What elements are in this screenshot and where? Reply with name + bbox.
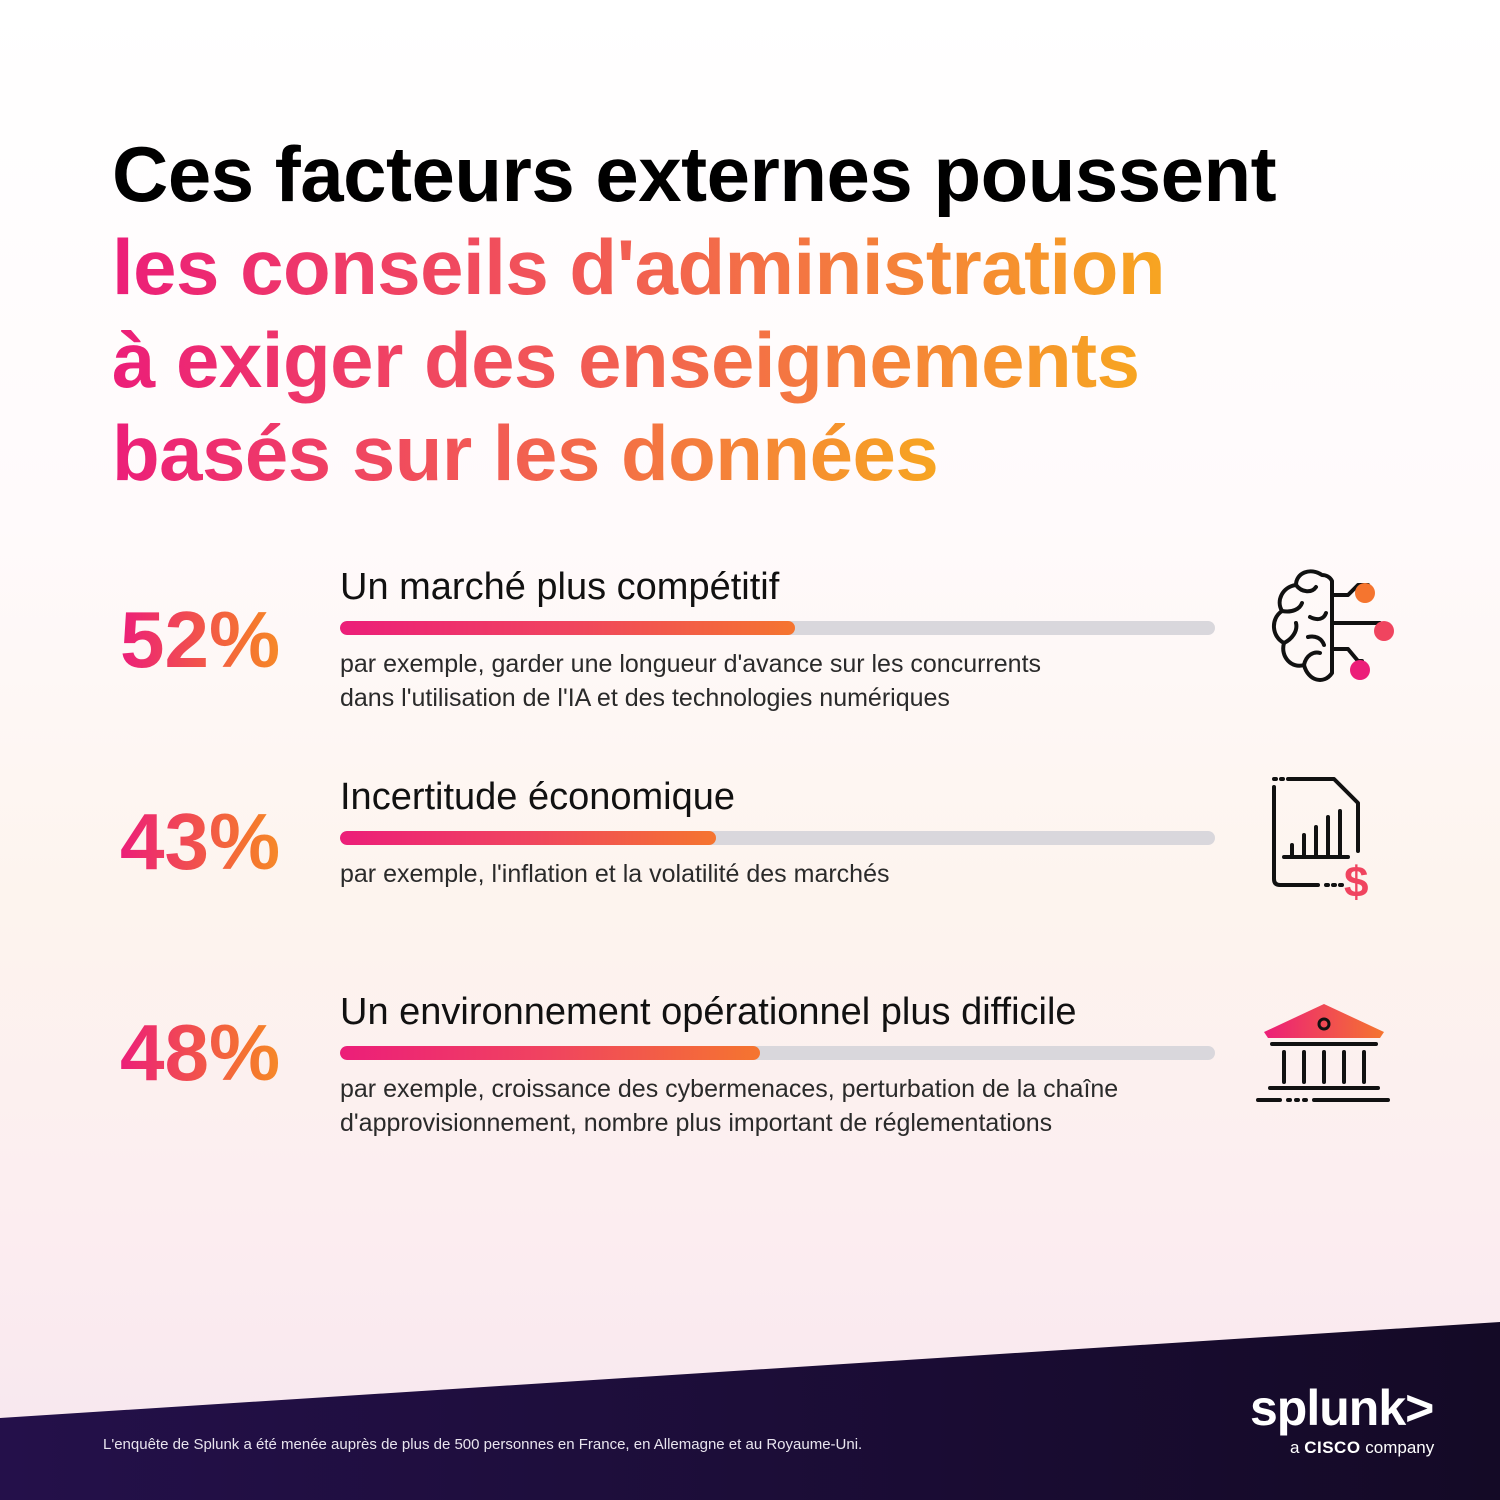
description-line: d'approvisionnement, nombre plus importa… <box>340 1109 1053 1137</box>
factor-description: par exemple, garder une longueur d'avanc… <box>340 647 1240 715</box>
title-line-2: les conseils d'administration <box>112 221 1166 314</box>
title-line-1: Ces facteurs externes poussent <box>112 130 1277 218</box>
description-line: par exemple, garder une longueur d'avanc… <box>340 650 1042 678</box>
bar-fill <box>340 1046 760 1060</box>
logo-tagline: a CISCO company <box>1290 1438 1435 1457</box>
description-line: dans l'utilisation de l'IA et des techno… <box>340 684 950 712</box>
percent-label: 43% <box>120 797 320 887</box>
bar-track <box>340 1046 1215 1060</box>
bar-track <box>340 831 1215 845</box>
factor-description: par exemple, croissance des cybermenaces… <box>340 1072 1240 1140</box>
bar-track <box>340 621 1215 635</box>
factor-heading: Incertitude économique <box>340 776 736 818</box>
description-line: par exemple, l'inflation et la volatilit… <box>340 860 890 888</box>
factor-row: 48% Un environnement opérationnel plus d… <box>0 990 1500 1190</box>
svg-text:$: $ <box>1344 858 1368 905</box>
bar-fill <box>340 831 717 845</box>
title-line-3: à exiger des enseignements <box>112 314 1140 407</box>
factor-heading: Un marché plus compétitif <box>340 566 780 608</box>
percent-label: 48% <box>120 1008 320 1098</box>
bank-building-icon <box>1256 1004 1390 1102</box>
page-title: Ces facteurs externes poussent les conse… <box>112 128 1412 500</box>
title-line-4: basés sur les données <box>112 407 939 500</box>
factor-row: 52% Un marché plus compétitif par exempl… <box>0 565 1500 765</box>
splunk-logo: splunk> <box>1250 1380 1434 1436</box>
survey-footnote: L'enquête de Splunk a été menée auprès d… <box>103 1436 863 1453</box>
financial-report-icon: $ <box>1272 777 1368 905</box>
bar-fill <box>340 621 795 635</box>
brain-network-icon <box>1272 569 1394 682</box>
percent-label: 52% <box>120 595 320 685</box>
factor-row: 43% Incertitude économique par exemple, … <box>0 775 1500 975</box>
factor-heading: Un environnement opérationnel plus diffi… <box>340 991 1077 1033</box>
description-line: par exemple, croissance des cybermenaces… <box>340 1075 1119 1103</box>
factor-description: par exemple, l'inflation et la volatilit… <box>340 857 1240 891</box>
